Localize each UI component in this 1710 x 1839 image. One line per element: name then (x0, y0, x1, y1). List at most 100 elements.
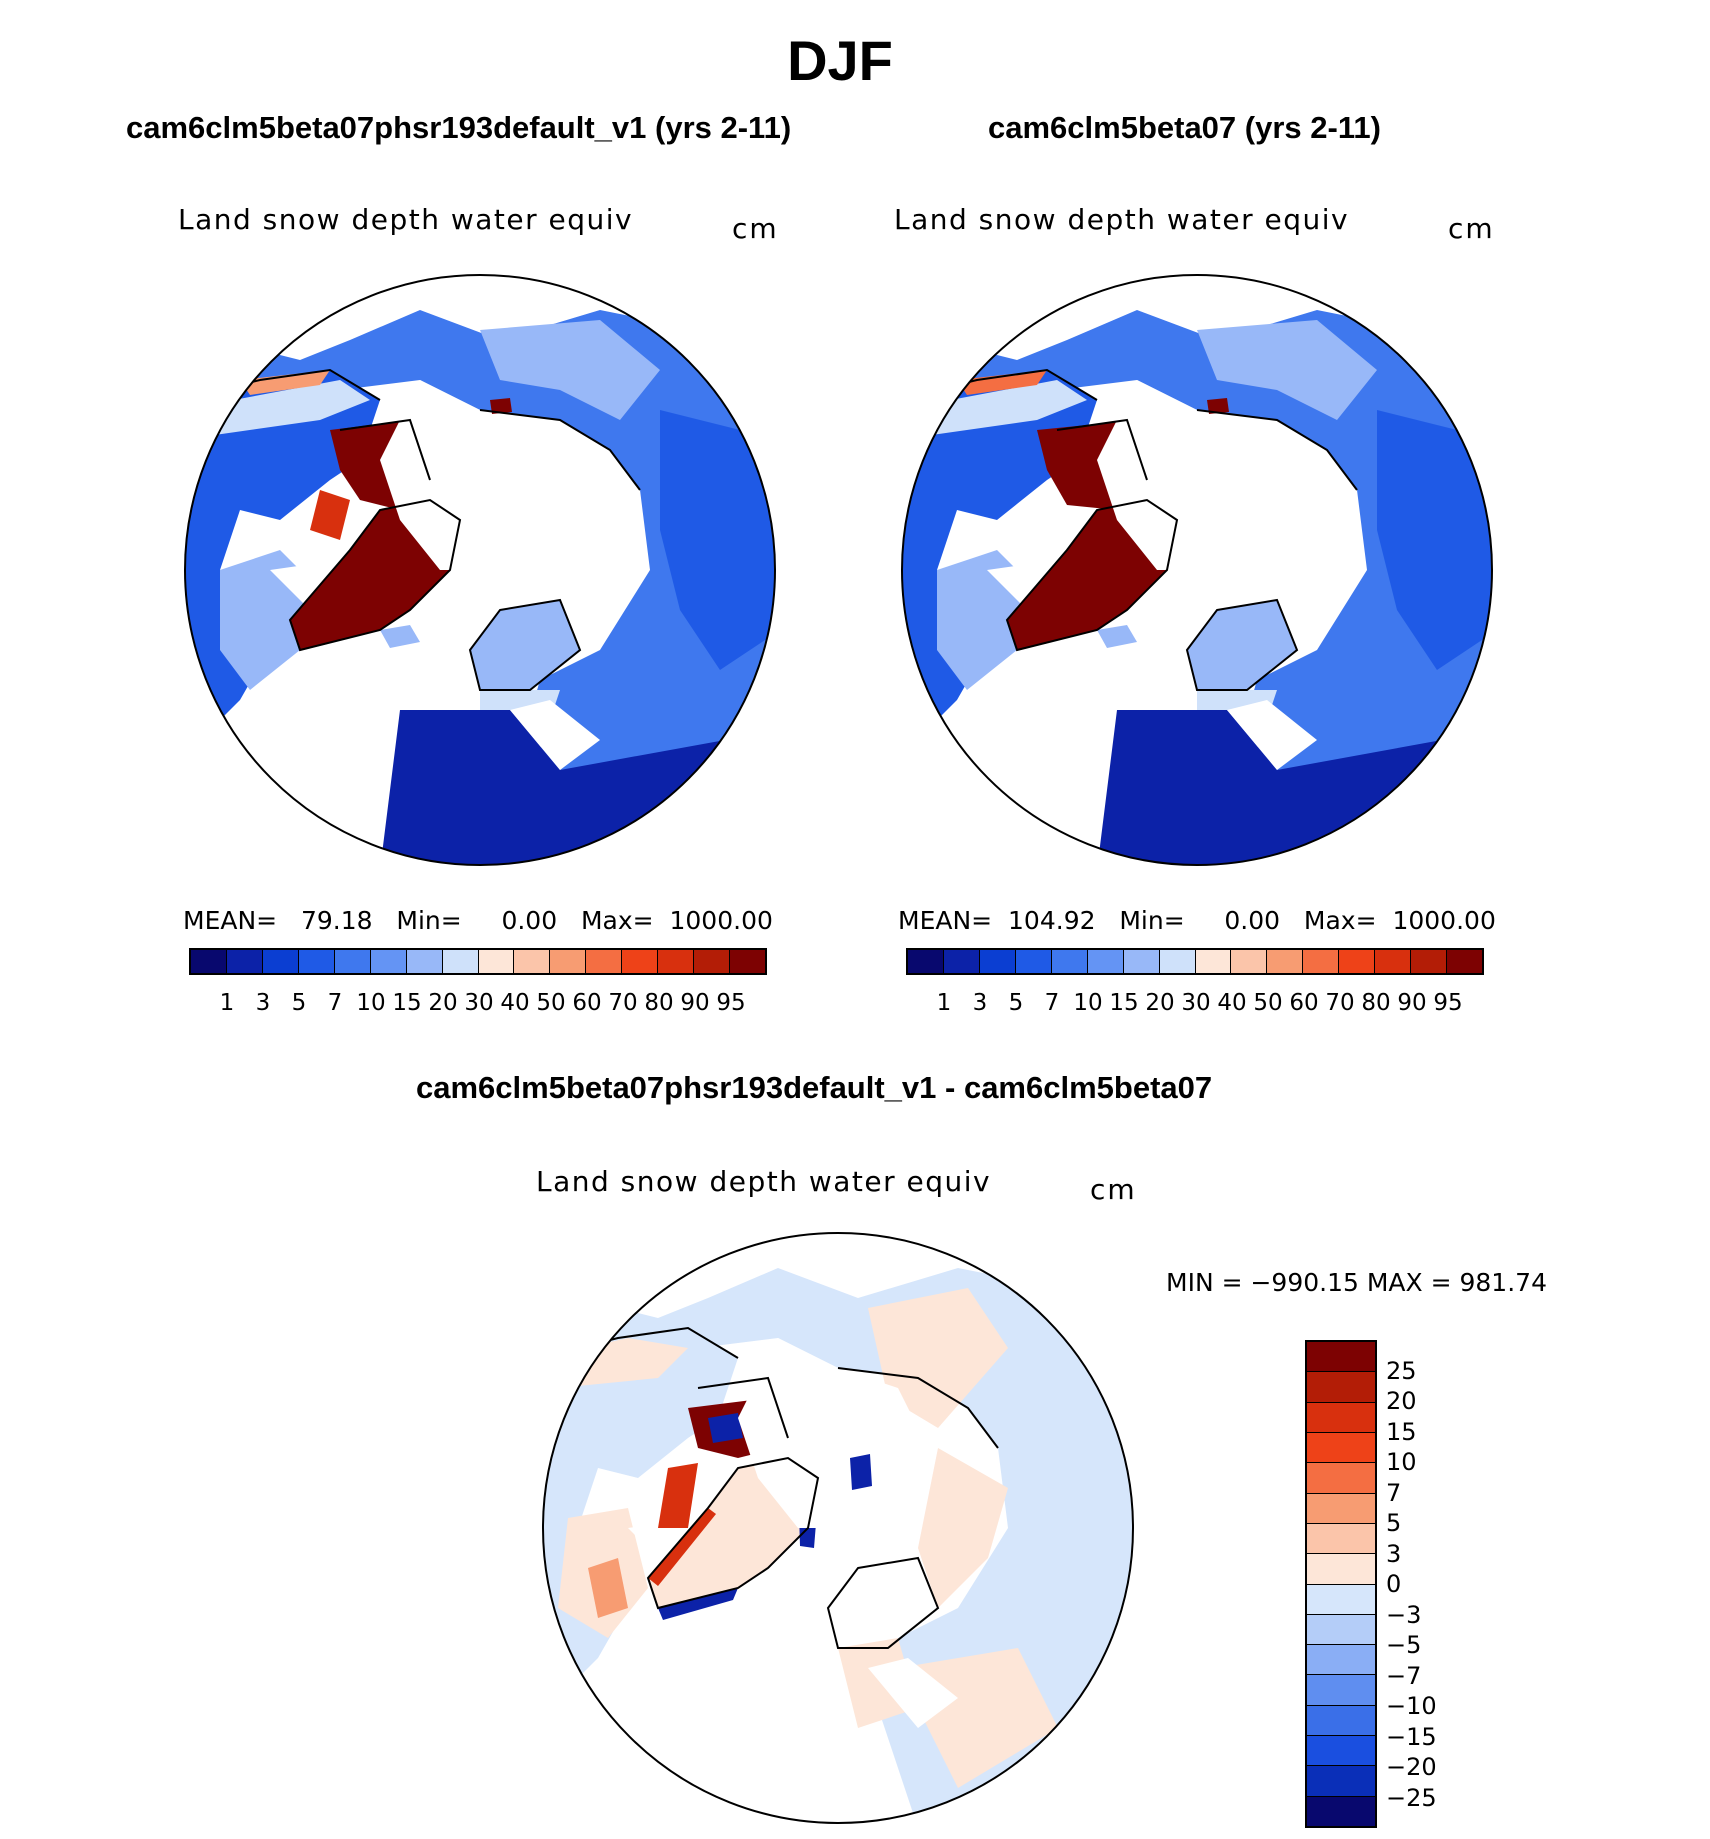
colorbar-segment (1051, 950, 1088, 973)
diff-colorbar-segment (1307, 1342, 1375, 1373)
colorbar-segment (586, 950, 623, 973)
diff-colorbar-segment (1307, 1736, 1375, 1767)
colorbar-tick-label: 90 (680, 990, 710, 1016)
panel2-stats: MEAN= 104.92 Min= 0.00 Max= 1000.00 (898, 906, 1496, 935)
colorbar-tick-label: 60 (572, 990, 602, 1016)
colorbar-segment (1267, 950, 1304, 973)
diff-colorbar (1305, 1340, 1377, 1828)
panel1-colorbar (189, 948, 767, 975)
colorbar-tick-label: 10 (356, 990, 386, 1016)
colorbar-segment (658, 950, 695, 973)
colorbar-tick-label: 95 (716, 990, 746, 1016)
colorbar-segment (1375, 950, 1412, 973)
colorbar-segment (478, 950, 515, 973)
colorbar-tick-label: 3 (255, 990, 271, 1016)
colorbar-tick-label: 7 (327, 990, 343, 1016)
colorbar-segment (262, 950, 299, 973)
colorbar-segment (979, 950, 1016, 973)
diff-colorbar-segment (1307, 1645, 1375, 1676)
colorbar-segment (694, 950, 731, 973)
colorbar-tick-label: 7 (1044, 990, 1060, 1016)
colorbar-tick-label: 70 (1325, 990, 1355, 1016)
colorbar-segment (1159, 950, 1196, 973)
diff-colorbar-tick-label: −20 (1386, 1753, 1437, 1781)
colorbar-segment (298, 950, 335, 973)
colorbar-segment (1447, 950, 1482, 973)
colorbar-segment (1411, 950, 1448, 973)
panel2-variable-label: Land snow depth water equiv (894, 203, 1350, 236)
diff-variable-label: Land snow depth water equiv (536, 1165, 992, 1198)
colorbar-segment (1303, 950, 1340, 973)
siberia-region (185, 310, 775, 865)
diff-colorbar-segment (1307, 1584, 1375, 1615)
colorbar-tick-label: 40 (500, 990, 530, 1016)
diff-colorbar-tick-label: −7 (1386, 1661, 1422, 1690)
diff-colorbar-tick-label: 20 (1386, 1387, 1417, 1415)
colorbar-tick-label: 80 (644, 990, 674, 1016)
colorbar-tick-label: 15 (392, 990, 422, 1016)
panel2-colorbar-ticks: 1 3 5 7 10 15 20 30 40 50 60 70 80 90 95 (926, 990, 1466, 1016)
diff-colorbar-segment (1307, 1675, 1375, 1706)
diff-colorbar-tick-label: 7 (1386, 1478, 1402, 1507)
siberia-region (902, 310, 1492, 865)
colorbar-segment (406, 950, 443, 973)
colorbar-tick-label: 50 (1253, 990, 1283, 1016)
diff-colorbar-segment (1307, 1463, 1375, 1494)
diff-units-label: cm (1090, 1173, 1137, 1206)
colorbar-tick-label: 5 (291, 990, 307, 1016)
diff-colorbar-tick-label: −3 (1386, 1600, 1422, 1629)
panel1-case-title: cam6clm5beta07phsr193default_v1 (yrs 2-1… (126, 110, 792, 145)
main-title: DJF (787, 29, 893, 92)
colorbar-tick-label: 20 (428, 990, 458, 1016)
diff-colorbar-tick-label: −15 (1386, 1722, 1437, 1751)
diff-minmax: MIN = −990.15 MAX = 981.74 (1166, 1268, 1547, 1297)
panel1-map (184, 274, 776, 866)
colorbar-tick-label: 80 (1361, 990, 1391, 1016)
panel2-case-title: cam6clm5beta07 (yrs 2-11) (988, 110, 1381, 145)
colorbar-tick-label: 30 (1181, 990, 1211, 1016)
diff-title: cam6clm5beta07phsr193default_v1 - cam6cl… (416, 1070, 1213, 1105)
diff-colorbar-segment (1307, 1372, 1375, 1403)
colorbar-tick-label: 5 (1008, 990, 1024, 1016)
diff-colorbar-segment (1307, 1705, 1375, 1737)
diff-colorbar-tick-label: 25 (1386, 1356, 1417, 1385)
diff-colorbar-tick-label: −5 (1386, 1631, 1422, 1659)
colorbar-tick-label: 70 (608, 990, 638, 1016)
diff-colorbar-tick-label: 3 (1386, 1539, 1402, 1568)
colorbar-segment (1339, 950, 1376, 973)
colorbar-segment (943, 950, 980, 973)
colorbar-tick-label: 1 (936, 990, 952, 1016)
diff-colorbar-segment (1307, 1523, 1375, 1555)
colorbar-segment (622, 950, 659, 973)
panel2-map (901, 274, 1493, 866)
panel1-colorbar-ticks: 1 3 5 7 10 15 20 30 40 50 60 70 80 90 95 (209, 990, 749, 1016)
colorbar-segment (514, 950, 551, 973)
colorbar-segment (191, 950, 227, 973)
colorbar-segment (442, 950, 479, 973)
colorbar-tick-label: 1 (219, 990, 235, 1016)
panel2-units-label: cm (1448, 212, 1495, 245)
colorbar-tick-label: 50 (536, 990, 566, 1016)
diff-colorbar-tick-label: 5 (1386, 1509, 1402, 1537)
colorbar-tick-label: 20 (1145, 990, 1175, 1016)
colorbar-segment (730, 950, 765, 973)
diff-colorbar-segment (1307, 1432, 1375, 1464)
colorbar-segment (908, 950, 944, 973)
colorbar-segment (226, 950, 263, 973)
colorbar-tick-label: 40 (1217, 990, 1247, 1016)
diff-colorbar-segment (1307, 1402, 1375, 1433)
colorbar-tick-label: 10 (1073, 990, 1103, 1016)
diff-colorbar-tick-label: 0 (1386, 1570, 1402, 1598)
colorbar-tick-label: 3 (972, 990, 988, 1016)
panel2-colorbar (906, 948, 1484, 975)
colorbar-segment (334, 950, 371, 973)
diff-colorbar-tick-label: −10 (1386, 1692, 1437, 1720)
colorbar-tick-label: 90 (1397, 990, 1427, 1016)
colorbar-tick-label: 60 (1289, 990, 1319, 1016)
diff-colorbar-segment (1307, 1554, 1375, 1585)
diff-colorbar-segment (1307, 1614, 1375, 1646)
diff-colorbar-tick-label: 15 (1386, 1417, 1417, 1446)
diff-colorbar-tick-label: −25 (1386, 1783, 1437, 1812)
colorbar-segment (1087, 950, 1124, 973)
colorbar-tick-label: 95 (1433, 990, 1463, 1016)
